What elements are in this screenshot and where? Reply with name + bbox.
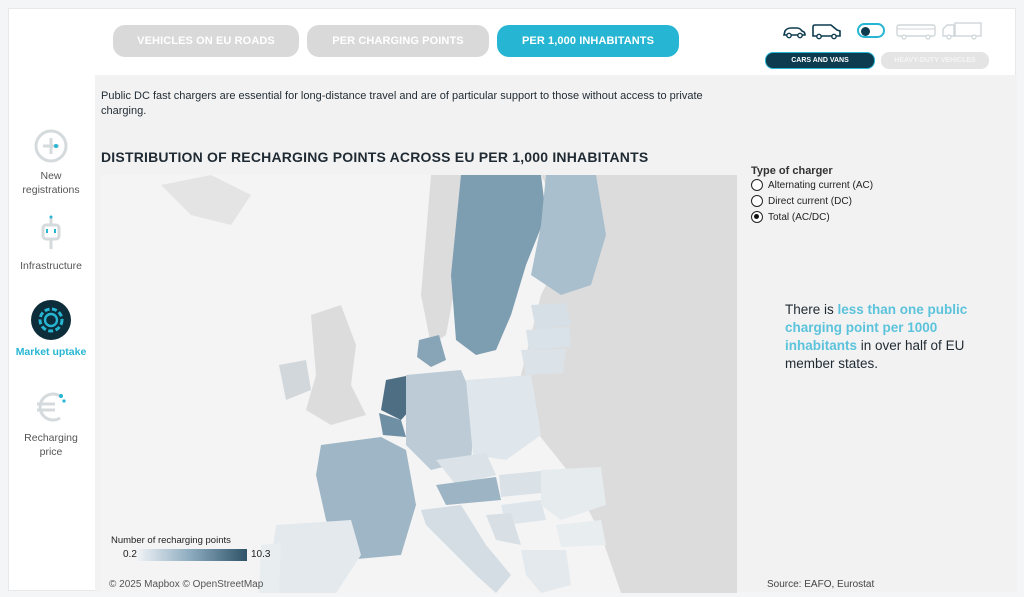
truck-icon <box>942 22 982 40</box>
map-attribution[interactable]: © 2025 Mapbox © OpenStreetMap <box>109 579 264 590</box>
radio-label: Total (AC/DC) <box>768 211 830 223</box>
radio-label: Direct current (DC) <box>768 195 852 207</box>
sidebar-item-label: New registrations <box>22 170 80 196</box>
country-ireland <box>279 360 311 400</box>
toggle-knob <box>861 26 870 36</box>
charger-plug-icon <box>41 215 61 249</box>
sidebar-item-label: Market uptake <box>15 346 87 358</box>
country-estonia <box>531 303 571 330</box>
land-iceland <box>161 175 251 225</box>
top-bar: VEHICLES ON EU ROADS PER CHARGING POINTS… <box>9 9 1015 79</box>
radio-option-dc[interactable]: Direct current (DC) <box>751 193 951 209</box>
country-portugal <box>259 543 281 593</box>
sidebar-nav: New registrations Infrastructure Market … <box>9 119 93 499</box>
sidebar-item-infrastructure[interactable]: Infrastructure <box>9 215 93 273</box>
filter-title: Type of charger <box>751 165 833 177</box>
dashboard-frame: VEHICLES ON EU ROADS PER CHARGING POINTS… <box>8 8 1017 593</box>
cars-and-vans-button[interactable]: CARS AND VANS <box>765 52 875 69</box>
data-source: Source: EAFO, Eurostat <box>767 579 875 590</box>
country-greece <box>521 550 571 593</box>
main-content: Public DC fast chargers are essential fo… <box>95 75 1017 593</box>
sidebar-item-label: Infrastructure <box>20 260 82 272</box>
callout-prefix: There is <box>785 302 838 317</box>
euro-icon <box>37 392 66 422</box>
country-austria <box>436 477 501 505</box>
intro-text: Public DC fast chargers are essential fo… <box>101 90 703 117</box>
radio-option-total[interactable]: Total (AC/DC) <box>751 209 951 225</box>
country-romania <box>541 467 606 520</box>
country-bulgaria <box>556 520 606 547</box>
vehicle-toggle-switch[interactable] <box>857 23 885 38</box>
map-title: DISTRIBUTION OF RECHARGING POINTS ACROSS… <box>101 149 649 165</box>
map-canvas <box>101 175 737 593</box>
sidebar-item-label: Recharging price <box>24 432 78 458</box>
country-slovakia <box>499 471 541 497</box>
legend-min-value: 0.2 <box>123 549 137 560</box>
country-croatia <box>486 513 521 545</box>
country-italy <box>421 505 511 593</box>
van-icon <box>812 24 841 40</box>
legend-color-scale <box>137 549 247 561</box>
sidebar-item-market-uptake[interactable]: Market uptake <box>9 299 93 359</box>
vehicle-type-selector: CARS AND VANS HEAVY-DUTY VEHICLES <box>755 19 989 69</box>
country-latvia <box>526 327 571 350</box>
country-denmark <box>417 335 446 367</box>
radio-label: Alternating current (AC) <box>768 179 874 191</box>
sidebar-item-recharging-price[interactable]: Recharging price <box>9 387 93 459</box>
car-icon <box>782 27 806 39</box>
map-legend: Number of recharging points 0.2 10.3 <box>111 535 270 569</box>
country-finland <box>531 175 606 295</box>
tab-per-1000-inhabitants[interactable]: PER 1,000 INHABITANTS <box>497 25 679 57</box>
europe-choropleth-map[interactable]: Number of recharging points 0.2 10.3 © 2… <box>101 175 737 593</box>
plus-circle-icon <box>34 129 68 163</box>
radio-button[interactable] <box>751 179 763 191</box>
callout-highlight: less than one public charging point per … <box>785 302 968 353</box>
radio-button-selected[interactable] <box>751 211 763 223</box>
legend-max-value: 10.3 <box>251 549 271 560</box>
charger-type-filter: Type of charger Alternating current (AC)… <box>751 165 951 225</box>
land-great-britain <box>306 305 366 425</box>
country-czechia <box>436 453 496 485</box>
country-sweden <box>451 175 546 355</box>
legend-title: Number of recharging points <box>111 535 231 546</box>
bus-icon <box>896 24 936 40</box>
country-lithuania <box>521 349 566 375</box>
radio-button[interactable] <box>751 195 763 207</box>
tab-vehicles-on-eu-roads[interactable]: VEHICLES ON EU ROADS <box>113 25 299 57</box>
country-spain <box>266 520 361 593</box>
callout-suffix: in over half of EU member states. <box>785 338 965 371</box>
sidebar-item-new-registrations[interactable]: New registrations <box>9 127 93 197</box>
radio-option-ac[interactable]: Alternating current (AC) <box>751 177 951 193</box>
country-belgium <box>379 413 406 437</box>
insight-callout: There is less than one public charging p… <box>785 301 975 373</box>
country-germany <box>406 370 476 470</box>
gear-circle-icon <box>31 300 71 340</box>
country-poland <box>466 375 541 460</box>
heavy-duty-vehicles-button[interactable]: HEAVY-DUTY VEHICLES <box>881 52 989 69</box>
tab-per-charging-points[interactable]: PER CHARGING POINTS <box>307 25 489 57</box>
